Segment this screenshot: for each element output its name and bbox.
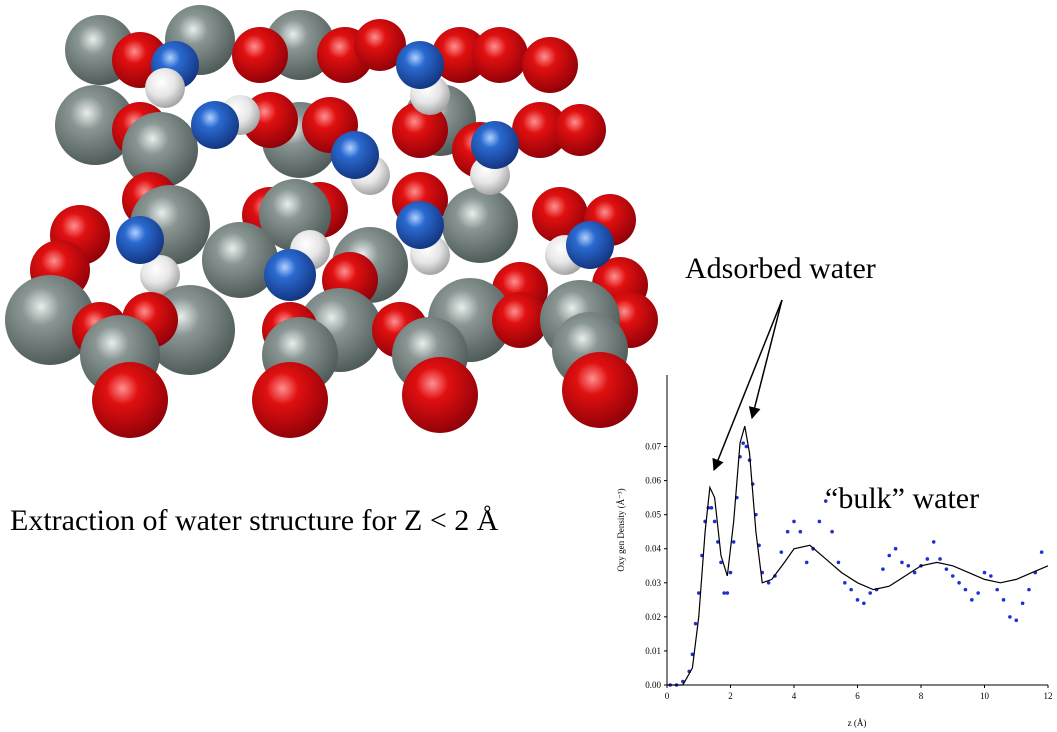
y-tick-label: 0.06 — [645, 476, 661, 486]
data-point — [713, 520, 717, 524]
atom — [471, 121, 519, 169]
data-point — [694, 622, 698, 626]
data-point — [1040, 550, 1044, 554]
arrow — [752, 300, 782, 418]
data-point — [945, 567, 949, 571]
x-tick-label: 12 — [1044, 691, 1053, 701]
slide: Extraction of water structure for Z < 2 … — [0, 0, 1057, 732]
fit-line — [667, 426, 1048, 685]
data-point — [722, 591, 726, 595]
data-point — [1008, 615, 1012, 619]
atom — [522, 37, 578, 93]
atom — [562, 352, 638, 428]
data-point — [1021, 601, 1025, 605]
data-point — [710, 506, 714, 510]
atom — [202, 222, 278, 298]
data-point — [932, 540, 936, 544]
atom — [92, 362, 168, 438]
atom — [492, 292, 548, 348]
data-point — [830, 530, 834, 534]
data-point — [926, 557, 930, 561]
x-tick-label: 2 — [728, 691, 733, 701]
data-point — [729, 571, 733, 575]
data-point — [849, 588, 853, 592]
data-point — [1014, 618, 1018, 622]
atom — [442, 187, 518, 263]
atom — [566, 221, 614, 269]
data-point — [726, 591, 730, 595]
atom — [554, 104, 606, 156]
data-point — [989, 574, 993, 578]
data-point — [970, 598, 974, 602]
annotation: “bulk” water — [825, 482, 979, 515]
atom — [116, 216, 164, 264]
atom — [396, 201, 444, 249]
molecule-image — [5, 5, 658, 438]
data-point — [951, 574, 955, 578]
atom — [191, 101, 239, 149]
y-axis-label: Oxy gen Density (Å⁻³) — [616, 488, 626, 571]
data-point — [868, 591, 872, 595]
y-tick-label: 0.05 — [645, 510, 661, 520]
data-point — [805, 561, 809, 565]
data-point — [843, 581, 847, 585]
x-tick-label: 4 — [792, 691, 797, 701]
data-point — [881, 567, 885, 571]
data-point — [799, 530, 803, 534]
data-point — [964, 588, 968, 592]
atom — [145, 68, 185, 108]
data-point — [900, 561, 904, 565]
atom — [331, 131, 379, 179]
data-point — [1027, 588, 1031, 592]
data-point — [818, 520, 822, 524]
atom — [402, 357, 478, 433]
data-point — [907, 564, 911, 568]
data-point — [741, 441, 745, 445]
y-tick-label: 0.07 — [645, 442, 661, 452]
atom — [232, 27, 288, 83]
data-point — [856, 598, 860, 602]
y-tick-label: 0.04 — [645, 544, 661, 554]
data-point — [887, 554, 891, 558]
data-point — [894, 547, 898, 551]
data-point — [1002, 598, 1006, 602]
data-point — [824, 499, 828, 503]
annotation: Adsorbed water — [685, 252, 876, 285]
data-point — [786, 530, 790, 534]
data-point — [995, 588, 999, 592]
x-tick-label: 10 — [980, 691, 990, 701]
x-tick-label: 0 — [665, 691, 670, 701]
data-point — [957, 581, 961, 585]
data-point — [780, 550, 784, 554]
data-point — [983, 571, 987, 575]
atom — [252, 362, 328, 438]
atom — [396, 41, 444, 89]
data-point — [732, 540, 736, 544]
data-point — [792, 520, 796, 524]
data-point — [837, 561, 841, 565]
y-tick-label: 0.00 — [645, 680, 661, 690]
atom — [264, 249, 316, 301]
x-axis-label: z (Å) — [848, 718, 867, 728]
x-tick-label: 8 — [919, 691, 924, 701]
data-point — [862, 601, 866, 605]
atom — [472, 27, 528, 83]
y-tick-label: 0.02 — [645, 612, 661, 622]
y-tick-label: 0.03 — [645, 578, 661, 588]
data-point — [938, 557, 942, 561]
x-tick-label: 6 — [855, 691, 860, 701]
y-tick-label: 0.01 — [645, 646, 661, 656]
data-point — [976, 591, 980, 595]
page: {"caption": "Extraction of water structu… — [0, 0, 1057, 732]
caption: Extraction of water structure for Z < 2 … — [10, 504, 499, 537]
